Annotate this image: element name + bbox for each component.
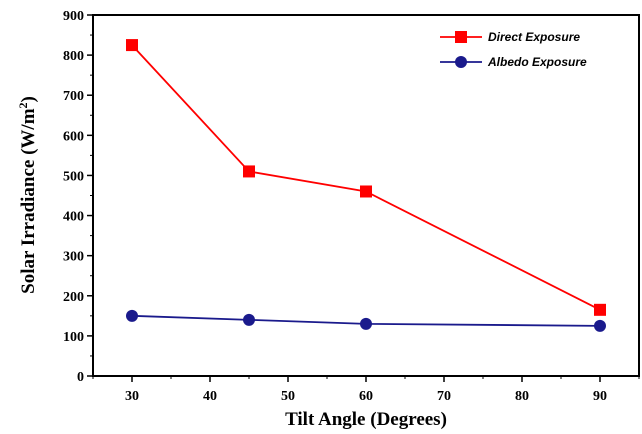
data-point xyxy=(360,317,372,330)
legend-marker xyxy=(455,56,467,68)
y-tick-label: 800 xyxy=(63,49,84,64)
x-tick-label: 30 xyxy=(125,389,139,404)
y-tick-label: 900 xyxy=(63,9,84,24)
y-tick-label: 300 xyxy=(63,250,84,265)
y-tick-label: 100 xyxy=(63,330,84,345)
data-point xyxy=(243,313,255,326)
x-axis-title: Tilt Angle (Degrees) xyxy=(285,409,447,430)
data-point xyxy=(360,185,372,198)
series-line-1 xyxy=(131,314,601,327)
x-tick-label: 80 xyxy=(515,389,529,404)
data-point xyxy=(126,309,138,322)
y-tick-label: 400 xyxy=(63,210,84,225)
y-axis-ticks: 0 100 200 300 400 500 600 700 800 900 xyxy=(63,9,93,385)
y-axis-title: Solar Irradiance (W/m2) xyxy=(16,96,39,294)
legend-label: Direct Exposure xyxy=(488,30,580,44)
data-point xyxy=(594,319,606,332)
y-tick-label: 0 xyxy=(77,370,84,385)
x-tick-label: 90 xyxy=(593,389,607,404)
series-line-0 xyxy=(131,44,601,311)
data-point xyxy=(126,39,138,52)
y-tick-label: 600 xyxy=(63,129,84,144)
legend-label: Albedo Exposure xyxy=(487,55,587,69)
y-tick-label: 500 xyxy=(63,169,84,184)
x-tick-label: 50 xyxy=(281,389,295,404)
x-axis-ticks: 30 40 50 60 70 80 90 xyxy=(92,376,640,404)
y-axis-title-suffix: ) xyxy=(18,96,39,102)
y-tick-label: 700 xyxy=(63,89,84,104)
legend: Direct Exposure Albedo Exposure xyxy=(440,30,587,69)
x-tick-label: 70 xyxy=(437,389,451,404)
data-point xyxy=(594,303,606,316)
series-layer xyxy=(126,39,606,332)
x-tick-label: 60 xyxy=(359,389,373,404)
x-tick-label: 40 xyxy=(203,389,217,404)
y-tick-label: 200 xyxy=(63,290,84,305)
y-axis-title-superscript: 2 xyxy=(16,102,30,108)
legend-marker xyxy=(455,31,467,43)
data-point xyxy=(243,165,255,178)
y-axis-title-main: Solar Irradiance (W/m xyxy=(18,108,39,294)
